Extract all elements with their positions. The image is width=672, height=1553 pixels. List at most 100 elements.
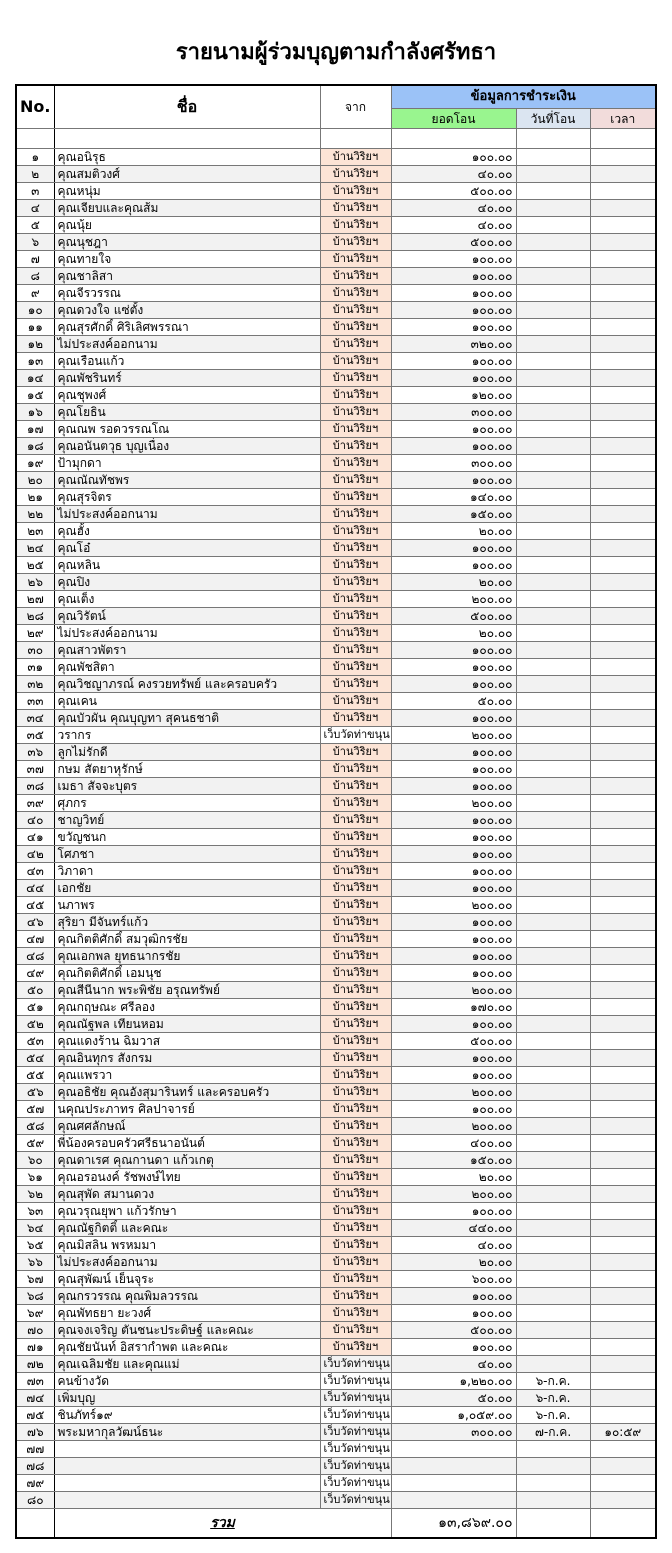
- donor-name-cell: ป้ามุกดา: [53, 454, 321, 472]
- table-row: ๓๑ คุณพัชสิตา บ้านวิริยฯ ๑๐๐.๐๐: [15, 658, 657, 676]
- table-row: ๒๐ คุณณัณทัชพร บ้านวิริยฯ ๑๐๐.๐๐: [15, 471, 657, 489]
- amount-cell: ๑๐๐.๐๐: [390, 267, 517, 285]
- transfer-date-cell: [515, 471, 591, 489]
- amount-cell: ๕๐๐.๐๐: [390, 1321, 517, 1339]
- donor-name-cell: [53, 1474, 321, 1492]
- transfer-date-cell: [515, 369, 591, 387]
- source-cell: บ้านวิริยฯ: [319, 1185, 392, 1203]
- amount-cell: ๑๐๐.๐๐: [390, 862, 517, 880]
- table-row: ๖๙ คุณพัทธยา ยะวงศ์ บ้านวิริยฯ ๑๐๐.๐๐: [15, 1304, 657, 1322]
- row-number-cell: ๖: [15, 233, 55, 251]
- transfer-date-cell: [515, 505, 591, 523]
- row-number-cell: ๖๖: [15, 1253, 55, 1271]
- transfer-date-cell: [515, 658, 591, 676]
- table-row: ๑๑ คุณสุรศักดิ์ ศิริเลิศพรรณา บ้านวิริยฯ ๑๐…: [15, 318, 657, 336]
- row-number-cell: ๗๒: [15, 1355, 55, 1373]
- table-row: ๕๓ คุณแดงร้าน ฉิมวาส บ้านวิริยฯ ๕๐๐.๐๐: [15, 1032, 657, 1050]
- source-cell: บ้านวิริยฯ: [319, 658, 392, 676]
- transfer-date-cell: [515, 624, 591, 642]
- row-number-cell: ๓๗: [15, 760, 55, 778]
- table-row: ๔๐ ชาญวิทย์ บ้านวิริยฯ ๑๐๐.๐๐: [15, 811, 657, 829]
- donor-name-cell: คุณณัฐพล เทียนหอม: [53, 1015, 321, 1033]
- table-body: ๑คุณอนิรุธ บ้านวิริยฯ ๑๐๐.๐๐๒คุณสมติวงศ์ บ้…: [15, 128, 657, 1509]
- table-row: ๕๘ คุณศศลักษณ์ บ้านวิริยฯ ๒๐๐.๐๐: [15, 1117, 657, 1135]
- row-number-cell: ๒๓: [15, 522, 55, 540]
- amount-cell: ๕๐.๐๐: [390, 1389, 517, 1407]
- transfer-time-cell: [589, 522, 657, 540]
- donor-name-cell: คุณสมติวงศ์: [53, 165, 321, 183]
- transfer-time-cell: [589, 1066, 657, 1084]
- donor-name-cell: คุณปิง: [53, 573, 321, 591]
- row-number-cell: ๔๖: [15, 913, 55, 931]
- transfer-time-cell: [589, 1032, 657, 1050]
- transfer-time-cell: [589, 607, 657, 625]
- table-row: ๖๓ คุณวรุณยุพา แก้วรักษา บ้านวิริยฯ ๑๐๐.๐๐: [15, 1202, 657, 1220]
- donor-name-cell: คุณกิตติศักดิ์ เอมนุช: [53, 964, 321, 982]
- transfer-time-cell: [589, 1389, 657, 1407]
- transfer-time-cell: [589, 811, 657, 829]
- transfer-date-cell: [515, 301, 591, 319]
- table-row: ๓๕ วรากร เว็บวัดท่าขนุน ๒๐๐.๐๐: [15, 726, 657, 744]
- transfer-time-cell: [589, 1355, 657, 1373]
- source-cell: บ้านวิริยฯ: [319, 318, 392, 336]
- source-cell: บ้านวิริยฯ: [319, 335, 392, 353]
- amount-cell: [390, 1440, 517, 1458]
- transfer-time-cell: ๑๐:๕๙: [589, 1423, 657, 1441]
- source-cell: บ้านวิริยฯ: [319, 403, 392, 421]
- table-row: ๗๔ เพิ่มบุญ เว็บวัดท่าขนุน ๕๐.๐๐ ๖-ก.ค.: [15, 1389, 657, 1407]
- donor-name-cell: คุณสาวพัตรา: [53, 641, 321, 659]
- table-row: ๓คุณหนุ่ม บ้านวิริยฯ ๕๐๐.๐๐: [15, 182, 657, 200]
- table-row: ๓๒ คุณวิชญาภรณ์ คงรวยทรัพย์ และครอบครัว บ้…: [15, 675, 657, 693]
- donor-name-cell: คุณจงเจริญ ตันชนะประดิษฐ์ และคณะ: [53, 1321, 321, 1339]
- donor-name-cell: คุณโอ๋: [53, 539, 321, 557]
- transfer-time-cell: [589, 1168, 657, 1186]
- page-title: รายนามผู้ร่วมบุญตามกำลังศรัทธา: [175, 40, 497, 65]
- source-cell: บ้านวิริยฯ: [319, 1117, 392, 1135]
- amount-cell: ๑๐๐.๐๐: [390, 471, 517, 489]
- donor-name-cell: พระมหากุลวัฒน์ธนะ: [53, 1423, 321, 1441]
- source-cell: บ้านวิริยฯ: [319, 199, 392, 217]
- transfer-date-cell: [515, 777, 591, 795]
- donor-name-cell: คุณวรุณยุพา แก้วรักษา: [53, 1202, 321, 1220]
- donor-name-cell: โศภชา: [53, 845, 321, 863]
- transfer-date-cell: [515, 284, 591, 302]
- amount-cell: ๑๔๐.๐๐: [390, 488, 517, 506]
- table-row: ๒คุณสมติวงศ์ บ้านวิริยฯ ๔๐.๐๐: [15, 165, 657, 183]
- row-number-cell: ๓๖: [15, 743, 55, 761]
- transfer-time-cell: [589, 233, 657, 251]
- donor-name-cell: คุณกิตติศักดิ์ สมวุฒิกรชัย: [53, 930, 321, 948]
- source-cell: บ้านวิริยฯ: [319, 641, 392, 659]
- table-row: ๒๙ ไม่ประสงค์ออกนาม บ้านวิริยฯ ๒๐.๐๐: [15, 624, 657, 642]
- amount-cell: ๑๐๐.๐๐: [390, 811, 517, 829]
- source-cell: บ้านวิริยฯ: [319, 590, 392, 608]
- amount-cell: ๑๐๐.๐๐: [390, 148, 517, 166]
- table-row: ๔๘ คุณเอกพล ยุทธนากรชัย บ้านวิริยฯ ๑๐๐.๐๐: [15, 947, 657, 965]
- table-row: ๔๔ เอกชัย บ้านวิริยฯ ๑๐๐.๐๐: [15, 879, 657, 897]
- donor-name-cell: เมธา สัจจะบุตร: [53, 777, 321, 795]
- donor-name-cell: คุณอรอนงค์ รัชพงษ์ไทย: [53, 1168, 321, 1186]
- amount-cell: ๑๐๐.๐๐: [390, 930, 517, 948]
- transfer-time-cell: [589, 199, 657, 217]
- transfer-date-cell: [515, 743, 591, 761]
- donor-name-cell: คุณแดงร้าน ฉิมวาส: [53, 1032, 321, 1050]
- table-row: ๖๔ คุณณัฐกิตติ์ และคณะ บ้านวิริยฯ ๔๔๐.๐๐: [15, 1219, 657, 1237]
- table-row: ๘๐ เว็บวัดท่าขนุน: [15, 1491, 657, 1509]
- donor-name-cell: นคุณประภาทร ศิลปาจารย์: [53, 1100, 321, 1118]
- row-number-cell: ๑๖: [15, 403, 55, 421]
- table-row: ๔๖ สุริยา มีจันทร์แก้ว บ้านวิริยฯ ๑๐๐.๐๐: [15, 913, 657, 931]
- source-cell: บ้านวิริยฯ: [319, 233, 392, 251]
- amount-cell: ๒๐๐.๐๐: [390, 1185, 517, 1203]
- row-number-cell: ๖๑: [15, 1168, 55, 1186]
- table-row: ๓๗ กษม สัตยาหุรักษ์ บ้านวิริยฯ ๑๐๐.๐๐: [15, 760, 657, 778]
- amount-cell: ๑๐๐.๐๐: [390, 964, 517, 982]
- header-payment-info: ข้อมูลการชำระเงิน: [390, 84, 657, 109]
- amount-cell: ๓๐๐.๐๐: [390, 403, 517, 421]
- amount-cell: ๑๗๐.๐๐: [390, 998, 517, 1016]
- table-row: ๕๗ นคุณประภาทร ศิลปาจารย์ บ้านวิริยฯ ๑๐๐.๐๐: [15, 1100, 657, 1118]
- transfer-time-cell: [589, 675, 657, 693]
- table-row: ๔๙ คุณกิตติศักดิ์ เอมนุช บ้านวิริยฯ ๑๐๐.๐๐: [15, 964, 657, 982]
- header-from: จาก: [319, 84, 392, 129]
- transfer-date-cell: [515, 182, 591, 200]
- row-number-cell: ๙: [15, 284, 55, 302]
- source-cell: เว็บวัดท่าขนุน: [319, 1372, 392, 1390]
